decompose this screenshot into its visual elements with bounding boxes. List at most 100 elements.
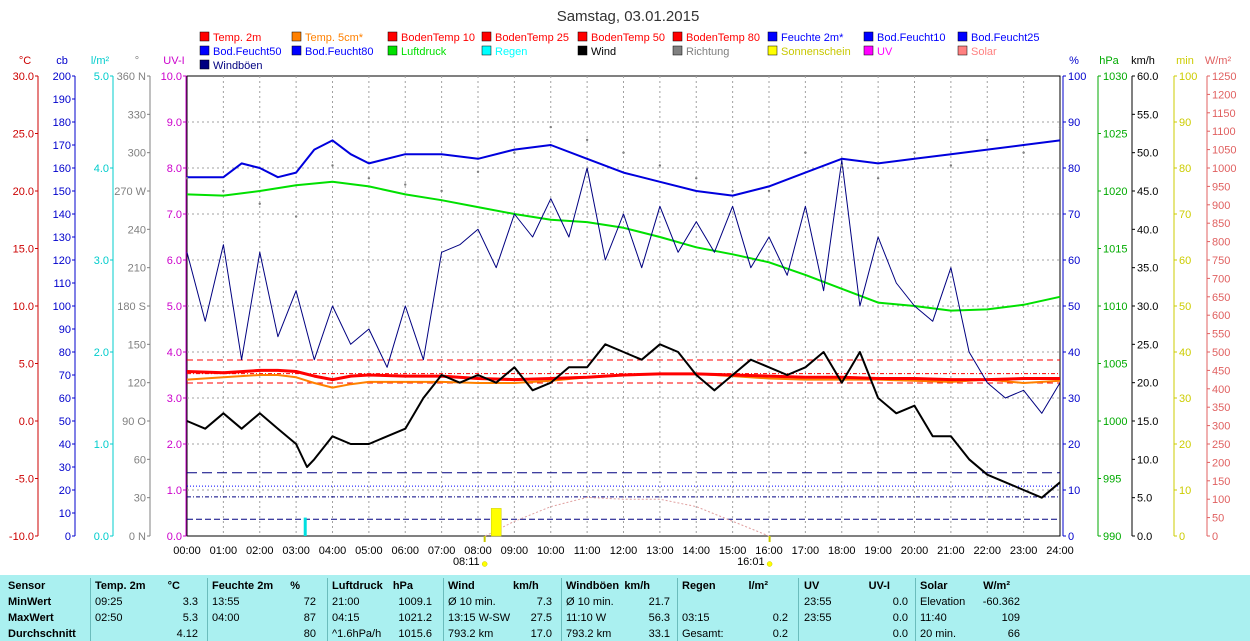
- axis-tick-label: 0: [1179, 531, 1185, 543]
- x-tick-label: 17:00: [792, 545, 820, 557]
- axis-tick-label: 20.0: [13, 186, 34, 198]
- x-tick-label: 18:00: [828, 545, 856, 557]
- axis-tick-label: 90: [1179, 117, 1191, 129]
- legend-swatch: [199, 59, 210, 70]
- legend-label: BodenTemp 10: [401, 32, 475, 44]
- axis-tick-label: 50.0: [1137, 148, 1158, 160]
- axis-unit: hPa: [1099, 55, 1119, 67]
- sunrise-icon: [481, 561, 488, 567]
- legend-swatch: [291, 45, 302, 56]
- direction-point: [476, 170, 480, 174]
- axis-tick-label: 100: [1179, 71, 1197, 83]
- sunrise-label: 08:11: [453, 556, 480, 568]
- reference-lines: [187, 359, 1060, 520]
- direction-point: [331, 164, 334, 167]
- stats-header: Luftdruck: [332, 580, 383, 592]
- axis-tick-label: 90 O: [122, 416, 146, 428]
- axis-tick-label: 180 S: [117, 301, 146, 313]
- stats-cell: 72: [303, 596, 316, 608]
- direction-point: [440, 189, 443, 193]
- legend-label: UV: [877, 46, 893, 58]
- stats-cell: 0.0: [892, 628, 908, 640]
- legend-swatch: [387, 45, 398, 56]
- stats-cell: 13:15 W-SW: [448, 612, 511, 624]
- legend-label: Regen: [495, 46, 527, 58]
- x-tick-label: 13:00: [646, 545, 674, 557]
- axis-tick-label: 30: [134, 493, 146, 505]
- stats-cell: -60.362: [982, 596, 1020, 608]
- stats-cell: 793.2 km: [448, 628, 494, 640]
- x-tick-label: 14:00: [682, 545, 710, 557]
- series-layer: [185, 125, 1062, 537]
- sunset-label: 16:01: [737, 556, 765, 568]
- stats-cell: 03:15: [682, 612, 710, 624]
- stats-cell: 5.3: [182, 612, 198, 624]
- direction-point: [1058, 125, 1062, 129]
- axis-tick-label: 10: [1179, 485, 1191, 497]
- stats-divider: [915, 578, 916, 641]
- axis-tick-label: 30.0: [1137, 301, 1158, 313]
- legend-swatch: [577, 45, 588, 56]
- stats-cell: 21.7: [648, 596, 670, 608]
- axis-tick-label: 2.0: [167, 439, 182, 451]
- axis-tick-label: 150: [128, 339, 146, 351]
- x-tick-label: 20:00: [901, 545, 929, 557]
- axis-tick-label: 90: [1068, 117, 1080, 129]
- legend-label: Bod.Feucht80: [305, 46, 374, 58]
- direction-point: [804, 151, 807, 154]
- stats-cell: 11:10 W: [566, 612, 607, 624]
- x-axis: 00:00 01:00 02:00 03:00 04:00 05:00 06:00 07:00…: [173, 545, 1074, 557]
- stats-row-label: MaxWert: [8, 612, 54, 624]
- axis-tick-label: 130: [53, 232, 71, 244]
- direction-point: [404, 183, 407, 186]
- legend-swatch: [957, 45, 968, 56]
- direction-point: [731, 189, 734, 193]
- axis-tick-label: 50: [1179, 301, 1191, 313]
- axis-tick-label: 70: [1179, 209, 1191, 221]
- stats-cell: 7.3: [536, 596, 552, 608]
- axis-tick-label: 300: [1212, 421, 1230, 433]
- axis-tick-label: -10.0: [9, 531, 34, 543]
- axis-tick-label: 25.0: [13, 129, 34, 141]
- axis-tick-label: 350: [1212, 402, 1230, 414]
- axis-tick-label: 80: [59, 347, 71, 359]
- legend-label: Bod.Feucht25: [971, 32, 1040, 44]
- axis-tick-label: 1030: [1103, 71, 1127, 83]
- axis-tick-label: 190: [53, 94, 71, 106]
- legend-swatch: [387, 31, 398, 42]
- stats-cell: 0.2: [772, 628, 788, 640]
- axis-tick-label: 30: [59, 462, 71, 474]
- direction-point: [258, 202, 261, 205]
- stats-cell: 17.0: [530, 628, 552, 640]
- x-tick-label: 10:00: [537, 545, 565, 557]
- sunshine-bar: [490, 508, 502, 537]
- axis-tick-label: 800: [1212, 237, 1230, 249]
- stats-cell: 1021.2: [398, 612, 432, 624]
- legend-label: BodenTemp 50: [591, 32, 665, 44]
- stats-cell: 793.2 km: [566, 628, 612, 640]
- axis-tick-label: 40.0: [1137, 224, 1158, 236]
- stats-divider: [677, 578, 678, 641]
- axis-tick-label: 110: [53, 278, 71, 290]
- x-tick-label: 04:00: [319, 545, 347, 557]
- legend-swatch: [672, 45, 683, 56]
- stats-cell: 04:00: [212, 612, 240, 624]
- stats-cell: 02:50: [95, 612, 123, 624]
- stats-cell: 80: [303, 628, 316, 640]
- axis-tick-label: 20.0: [1137, 378, 1158, 390]
- stats-cell: 27.5: [530, 612, 552, 624]
- axis-tick-label: 80: [1068, 163, 1080, 175]
- axis-tick-label: 240: [128, 224, 146, 236]
- direction-point: [767, 189, 771, 193]
- axis-tick-label: 7.0: [167, 209, 182, 221]
- x-tick-label: 02:00: [246, 545, 274, 557]
- axis-unit: cb: [56, 55, 68, 67]
- axis-tick-label: 70: [1068, 209, 1080, 221]
- stats-divider: [207, 578, 208, 641]
- axis-tick-label: 6.0: [167, 255, 182, 267]
- stats-cell: 20 min.: [920, 628, 957, 640]
- stats-cell: 1009.1: [398, 596, 432, 608]
- axis-tick-label: 45.0: [1137, 186, 1158, 198]
- stats-header: Solar: [920, 580, 948, 592]
- axis-unit: °: [135, 55, 139, 67]
